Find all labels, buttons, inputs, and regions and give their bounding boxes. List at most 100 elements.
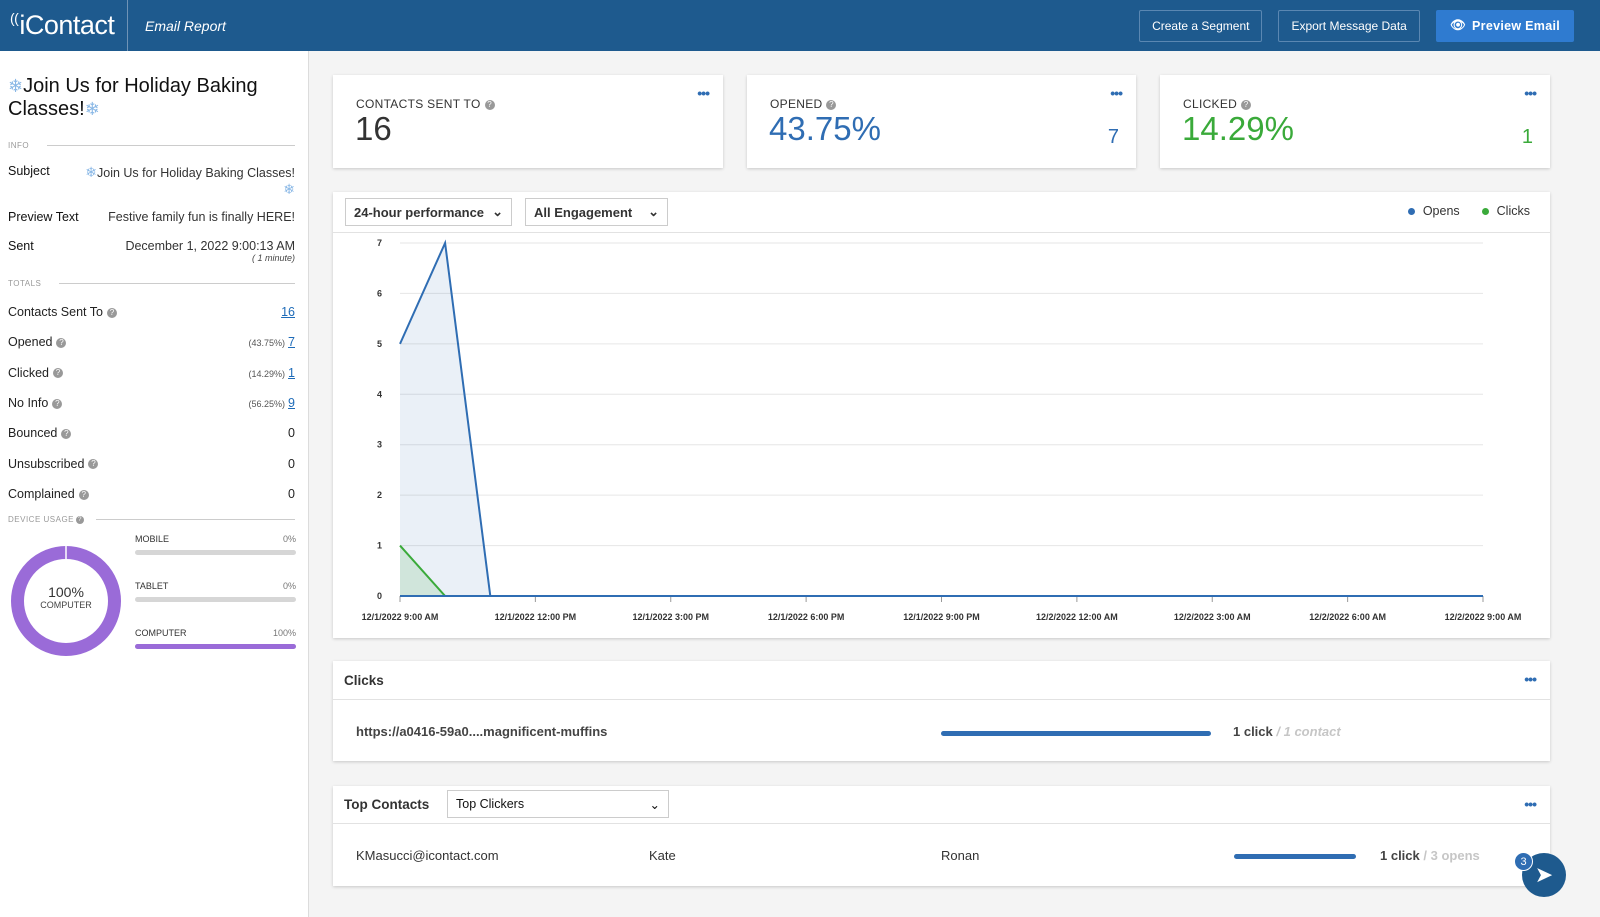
stat-count[interactable]: 7 xyxy=(1107,126,1119,148)
contact-click-count: 1 click xyxy=(1380,848,1420,863)
totals-count: 0 xyxy=(288,486,295,501)
stat-value: 14.29% xyxy=(1182,110,1294,147)
preview-text-row: Preview Text Festive family fun is final… xyxy=(8,210,295,224)
snowflake-icon: ❄ xyxy=(8,76,24,96)
help-icon[interactable]: ? xyxy=(1241,99,1252,110)
preview-text-value: Festive family fun is finally HERE! xyxy=(108,210,295,224)
help-icon[interactable]: ? xyxy=(56,338,67,349)
totals-row: No Info? (56.25%) 9 xyxy=(8,388,295,418)
help-icon[interactable]: ? xyxy=(88,459,99,470)
contact-email[interactable]: KMasucci@icontact.com xyxy=(356,848,499,863)
legend-opens[interactable]: Opens xyxy=(1407,204,1460,218)
performance-chart-card: 24-hour performance ⌄ All Engagement ⌄ Ope… xyxy=(333,192,1550,638)
stat-label: OPENED? xyxy=(770,97,837,111)
totals-count[interactable]: 1 xyxy=(288,365,295,380)
device-bar-computer: COMPUTER 100% xyxy=(135,628,296,650)
series-line-clicks xyxy=(399,544,1483,597)
x-tick-label: 12/2/2022 6:00 AM xyxy=(1309,612,1386,622)
totals-count: 0 xyxy=(288,426,295,441)
help-icon[interactable]: ? xyxy=(61,429,72,440)
help-icon[interactable]: ? xyxy=(76,515,85,524)
top-contacts-select[interactable]: Top Clickers ⌄ xyxy=(447,790,669,818)
click-count: 1 click xyxy=(1233,724,1273,739)
totals-count[interactable]: 9 xyxy=(288,396,295,411)
x-tick-label: 12/2/2022 12:00 AM xyxy=(1036,612,1118,622)
y-tick-label: 6 xyxy=(377,288,382,298)
donut-caption: COMPUTER xyxy=(40,600,92,611)
stat-value: 16 xyxy=(355,110,392,147)
stat-value: 43.75% xyxy=(769,110,881,147)
clicks-panel: Clicks ••• https://a0416-59a0....magnifi… xyxy=(333,661,1550,761)
totals-count[interactable]: 7 xyxy=(288,335,295,350)
help-icon[interactable]: ? xyxy=(484,99,495,110)
device-donut-chart xyxy=(11,546,121,657)
totals-value: 0 xyxy=(285,457,295,471)
stat-label: CONTACTS SENT TO? xyxy=(356,97,495,111)
more-options-icon[interactable]: ••• xyxy=(1524,85,1537,101)
contact-bar xyxy=(1234,854,1356,859)
help-icon[interactable]: ? xyxy=(53,368,63,379)
more-options-icon[interactable]: ••• xyxy=(697,85,710,101)
device-usage: 100% COMPUTER MOBILE 0% TABLET 0% COMPUTER 10… xyxy=(8,524,296,684)
preview-email-button[interactable]: 👁 Preview Email xyxy=(1435,9,1574,42)
x-tick-label: 12/1/2022 12:00 PM xyxy=(495,612,577,622)
export-message-data-button[interactable]: Export Message Data xyxy=(1278,9,1420,42)
clicks-panel-title: Clicks xyxy=(344,673,384,688)
legend-clicks[interactable]: Clicks xyxy=(1481,204,1530,218)
more-options-icon[interactable]: ••• xyxy=(1524,796,1537,812)
totals-row: Contacts Sent To? 16 xyxy=(8,297,295,327)
y-tick-label: 2 xyxy=(377,490,382,500)
email-title: ❄Join Us for Holiday Baking Classes!❄ xyxy=(8,75,258,120)
series-area-opens xyxy=(400,243,1483,596)
subject-row: Subject ❄Join Us for Holiday Baking Clas… xyxy=(8,164,295,198)
x-tick-label: 12/1/2022 3:00 PM xyxy=(632,612,709,622)
sent-duration: ( 1 minute) xyxy=(251,253,295,263)
stat-card-clicked: ••• CLICKED? 14.29% 1 xyxy=(1160,75,1550,168)
click-url[interactable]: https://a0416-59a0....magnificent-muffin… xyxy=(356,724,608,739)
totals-value: 0 xyxy=(285,487,295,501)
totals-count: 0 xyxy=(288,456,295,471)
device-bar-mobile: MOBILE 0% xyxy=(135,534,296,556)
snowflake-icon: ❄ xyxy=(84,99,100,119)
donut-percent: 100% xyxy=(48,584,84,601)
preview-email-label: Preview Email xyxy=(1472,18,1560,33)
totals-value: 0 xyxy=(285,426,295,440)
totals-value: (43.75%) 7 xyxy=(248,335,295,350)
top-contacts-panel: Top Contacts Top Clickers ⌄ ••• KMasucci@… xyxy=(333,786,1550,886)
page-label: Email Report xyxy=(145,17,226,34)
chevron-down-icon: ⌄ xyxy=(492,204,503,219)
info-section-label: INFO xyxy=(8,141,295,150)
help-icon[interactable]: ? xyxy=(106,307,117,318)
top-contacts-title: Top Contacts xyxy=(344,797,430,812)
snowflake-icon: ❄ xyxy=(85,164,97,180)
y-tick-label: 1 xyxy=(377,541,382,551)
top-bar: ((iContact Email Report Create a Segment… xyxy=(0,0,1600,51)
icontact-logo[interactable]: ((iContact xyxy=(0,0,128,51)
totals-row: Clicked? (14.29%) 1 xyxy=(8,358,295,388)
sent-row: Sent December 1, 2022 9:00:13 AM ( 1 min… xyxy=(8,239,295,263)
x-tick-label: 12/2/2022 9:00 AM xyxy=(1445,612,1522,622)
totals-section-label: TOTALS xyxy=(8,279,295,288)
report-sidebar: ❄Join Us for Holiday Baking Classes!❄ IN… xyxy=(0,51,309,917)
totals-count[interactable]: 16 xyxy=(281,305,295,320)
stat-count[interactable]: 1 xyxy=(1521,126,1533,148)
engagement-select[interactable]: All Engagement ⌄ xyxy=(525,198,668,226)
totals-label: Clicked? xyxy=(8,366,63,380)
click-bar xyxy=(941,731,1211,736)
help-icon[interactable]: ? xyxy=(52,398,63,409)
performance-select[interactable]: 24-hour performance ⌄ xyxy=(345,198,512,226)
y-tick-label: 5 xyxy=(377,339,382,349)
more-options-icon[interactable]: ••• xyxy=(1524,671,1537,687)
y-tick-label: 0 xyxy=(377,591,382,601)
totals-label: Contacts Sent To? xyxy=(8,305,117,319)
sent-date: December 1, 2022 9:00:13 AM xyxy=(125,239,295,253)
help-icon[interactable]: ? xyxy=(826,99,837,110)
stat-card-opened: ••• OPENED? 43.75% 7 xyxy=(747,75,1136,168)
totals-value: 16 xyxy=(278,305,295,319)
more-options-icon[interactable]: ••• xyxy=(1110,85,1123,101)
create-segment-button[interactable]: Create a Segment xyxy=(1139,9,1263,42)
totals-label: Opened? xyxy=(8,335,67,349)
help-icon[interactable]: ? xyxy=(78,489,89,500)
contact-opens: / 3 opens xyxy=(1423,848,1480,863)
stat-card-sent: ••• CONTACTS SENT TO? 16 xyxy=(333,75,723,168)
